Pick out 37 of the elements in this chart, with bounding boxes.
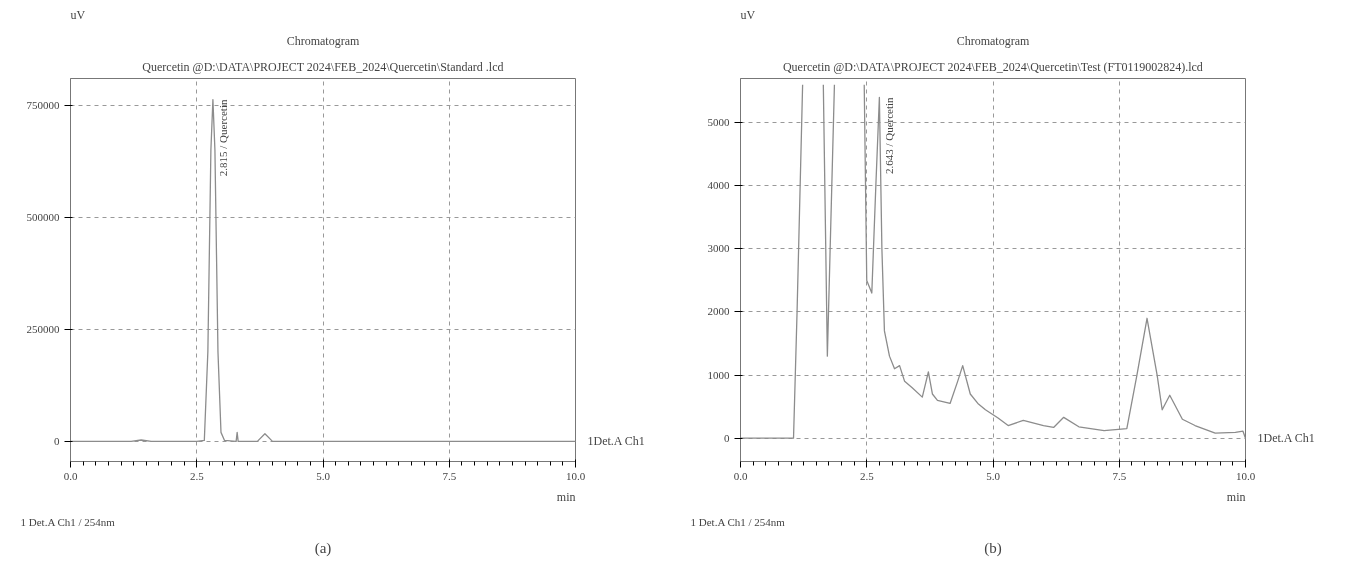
x-tick-label: 2.5 [189,469,205,482]
x-tick-label: 0.0 [63,469,78,482]
y-tick-label: 250000 [26,322,60,335]
y-tick-label: 1000 [707,368,730,381]
text: 1 Det.A Ch1 / 254nm [20,515,116,528]
text: 1 Det.A Ch1 / 254nm [690,515,786,528]
y-axis-title: uV [70,7,86,22]
annotation: 2.643 / Quercetin [883,96,896,175]
x-tick-label: 10.0 [565,469,586,482]
annotation: 1Det.A Ch1 [587,434,645,449]
x-tick-label: 0.0 [733,469,748,482]
line-series [70,98,576,442]
y-tick-label: 750000 [26,98,60,111]
chart-subtitle: Quercetin @D:\DATA\PROJECT 2024\FEB_2024\Quercetin\Test (FT0119002824).lcd [782,59,1203,74]
x-axis-title: min [556,489,576,504]
y-tick-label: 0 [54,434,60,447]
chart-title: Chromatogram [956,33,1030,48]
chart-title: Chromatogram [286,33,360,48]
y-tick-label: 4000 [707,179,730,192]
x-axis-title: min [1226,489,1246,504]
y-tick-label: 3000 [707,242,730,255]
y-tick-label: 2000 [707,305,730,318]
y-tick-label: 5000 [707,116,730,129]
x-tick-label: 5.0 [316,469,331,482]
y-tick-label: 0 [724,431,730,444]
annotation: 1Det.A Ch1 [1257,431,1315,446]
x-tick-label: 10.0 [1235,469,1256,482]
text: (a) [314,539,332,557]
text: (b) [984,539,1002,557]
chart-subtitle: Quercetin @D:\DATA\PROJECT 2024\FEB_2024\Quercetin\Standard .lcd [142,59,504,74]
x-tick-label: 5.0 [986,469,1001,482]
x-tick-label: 2.5 [859,469,875,482]
x-tick-label: 7.5 [1112,469,1127,482]
y-tick-label: 500000 [26,210,60,223]
y-axis-title: uV [740,7,756,22]
x-tick-label: 7.5 [442,469,457,482]
annotation: 2.815 / Quercetin [216,99,229,177]
